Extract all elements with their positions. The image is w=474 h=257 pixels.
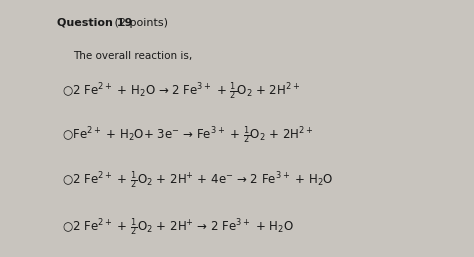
Text: ○2 Fe$^{2+}$ + $\frac{1}{2}$O$_2$ + 2H$^{+}$ → 2 Fe$^{3+}$ + H$_2$O: ○2 Fe$^{2+}$ + $\frac{1}{2}$O$_2$ + 2H$^… — [62, 217, 293, 238]
Text: Question 19: Question 19 — [57, 18, 132, 28]
Text: ○2 Fe$^{2+}$ + $\frac{1}{2}$O$_2$ + 2H$^{+}$ + 4e$^{-}$ → 2 Fe$^{3+}$ + H$_2$O: ○2 Fe$^{2+}$ + $\frac{1}{2}$O$_2$ + 2H$^… — [62, 169, 333, 191]
Text: ○2 Fe$^{2+}$ + H$_2$O → 2 Fe$^{3+}$ + $\frac{1}{2}$O$_2$ + 2H$^{2+}$: ○2 Fe$^{2+}$ + H$_2$O → 2 Fe$^{3+}$ + $\… — [62, 80, 300, 102]
Text: (2 points): (2 points) — [111, 18, 168, 28]
Text: The overall reaction is,: The overall reaction is, — [73, 51, 193, 61]
Text: ○Fe$^{2+}$ + H$_2$O+ 3e$^{-}$ → Fe$^{3+}$ + $\frac{1}{2}$O$_2$ + 2H$^{2+}$: ○Fe$^{2+}$ + H$_2$O+ 3e$^{-}$ → Fe$^{3+}… — [62, 124, 313, 146]
